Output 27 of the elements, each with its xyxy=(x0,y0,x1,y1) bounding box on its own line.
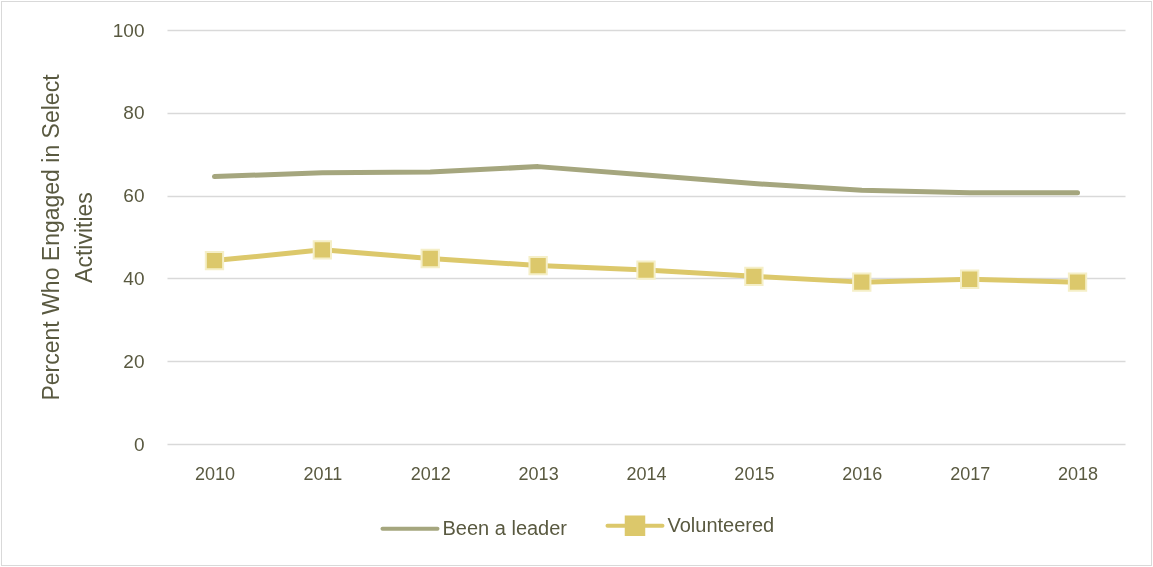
x-tick-label: 2015 xyxy=(734,463,775,484)
x-tick-label: 2013 xyxy=(518,463,559,484)
x-tick-label: 2010 xyxy=(194,463,235,484)
legend-label: Been a leader xyxy=(442,516,568,539)
point xyxy=(312,240,333,260)
point xyxy=(959,269,980,289)
point xyxy=(744,266,764,286)
point xyxy=(204,250,225,271)
y-tick-label: 100 xyxy=(112,19,145,41)
x-tick-label: 2018 xyxy=(1058,463,1099,484)
x-tick-label: 2014 xyxy=(626,463,667,484)
x-tick-label: 2017 xyxy=(950,463,991,484)
y-axis-title: Percent Who Engaged in Select Activities xyxy=(37,73,97,401)
point xyxy=(1067,272,1088,292)
x-tick-label: 2016 xyxy=(842,463,883,484)
x-tick-label: 2012 xyxy=(410,463,451,484)
y-tick-label: 80 xyxy=(123,102,145,124)
x-tick-label: 2011 xyxy=(303,463,343,484)
legend-label: Volunteered xyxy=(667,513,775,536)
y-tick-label: 40 xyxy=(123,267,145,289)
point xyxy=(528,255,548,276)
point xyxy=(852,272,872,292)
y-tick-label: 60 xyxy=(123,185,145,207)
point xyxy=(636,260,656,280)
y-tick-label: 20 xyxy=(123,350,145,372)
y-tick-label: 0 xyxy=(133,433,145,455)
point xyxy=(420,248,440,269)
